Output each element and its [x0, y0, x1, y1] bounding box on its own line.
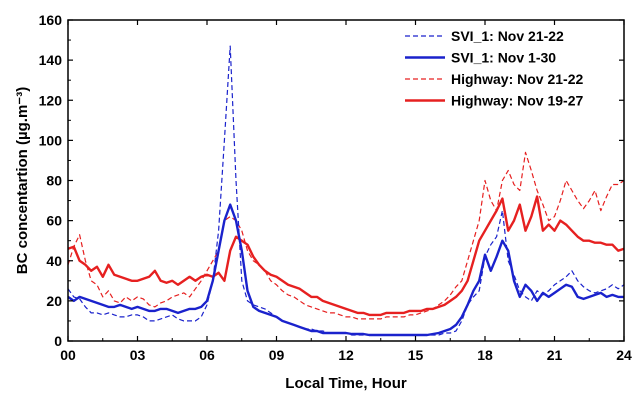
series-line-4	[67, 195, 625, 317]
y-tick-label: 60	[46, 213, 62, 229]
y-axis: 0 20 40 60 80 100 120 140 160	[39, 12, 624, 349]
plot-frame	[67, 19, 625, 342]
legend-label-4: Highway: Nov 19-27	[451, 93, 583, 109]
y-tick-label: 100	[39, 132, 63, 148]
series-line-1	[67, 45, 625, 336]
y-axis-title: BC concentartion (µg.m⁻³)	[14, 87, 31, 274]
y-tick-label: 20	[46, 293, 62, 309]
x-tick-label: 09	[269, 347, 285, 363]
x-tick-label: 18	[477, 347, 493, 363]
x-axis: 00 03 06 09 12 15 18 21 24	[60, 20, 632, 363]
x-tick-label: 06	[199, 347, 215, 363]
x-tick-label: 03	[130, 347, 146, 363]
legend-label-1: SVI_1: Nov 21-22	[451, 28, 564, 44]
legend-label-3: Highway: Nov 21-22	[451, 71, 583, 87]
x-axis-title: Local Time, Hour	[285, 375, 407, 392]
y-tick-label: 40	[46, 253, 62, 269]
x-tick-label: 24	[616, 347, 632, 363]
series-line-2	[67, 203, 624, 337]
y-tick-label: 160	[39, 12, 63, 28]
x-tick-label: 00	[60, 347, 76, 363]
series-line-3	[67, 151, 625, 320]
plot-lines	[67, 45, 625, 337]
legend: SVI_1: Nov 21-22 SVI_1: Nov 1-30 Highway: …	[405, 28, 583, 109]
y-tick-label: 120	[39, 92, 63, 108]
x-tick-label: 21	[547, 347, 563, 363]
y-tick-label: 0	[54, 333, 62, 349]
y-tick-label: 80	[46, 173, 62, 189]
x-tick-label: 12	[338, 347, 354, 363]
x-tick-label: 15	[408, 347, 424, 363]
legend-label-2: SVI_1: Nov 1-30	[451, 50, 556, 66]
y-tick-label: 140	[39, 52, 63, 68]
